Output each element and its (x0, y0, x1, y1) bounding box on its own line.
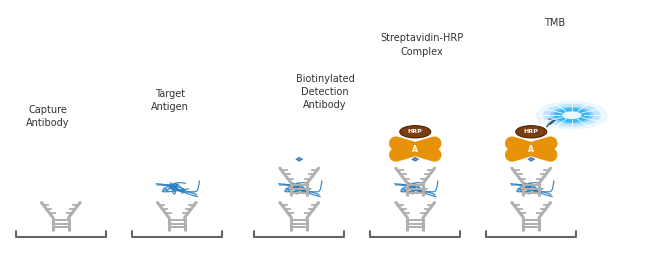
Circle shape (515, 126, 547, 138)
Text: HRP: HRP (408, 129, 422, 134)
Polygon shape (529, 158, 533, 160)
Text: HRP: HRP (524, 129, 539, 134)
Circle shape (536, 101, 608, 129)
Circle shape (562, 111, 582, 119)
Text: TMB: TMB (544, 18, 566, 28)
Text: A: A (528, 145, 534, 154)
Circle shape (554, 108, 590, 122)
Circle shape (550, 107, 593, 124)
Text: Streptavidin-HRP
Complex: Streptavidin-HRP Complex (380, 33, 463, 56)
Text: Target
Antigen: Target Antigen (151, 89, 189, 113)
Circle shape (543, 104, 601, 127)
Polygon shape (297, 158, 302, 160)
Text: Biotinylated
Detection
Antibody: Biotinylated Detection Antibody (296, 74, 354, 110)
Polygon shape (294, 157, 304, 162)
Polygon shape (411, 157, 420, 162)
Polygon shape (526, 157, 536, 162)
Polygon shape (413, 158, 417, 160)
Text: Capture
Antibody: Capture Antibody (26, 105, 70, 128)
Text: A: A (412, 145, 418, 154)
Circle shape (400, 126, 431, 138)
